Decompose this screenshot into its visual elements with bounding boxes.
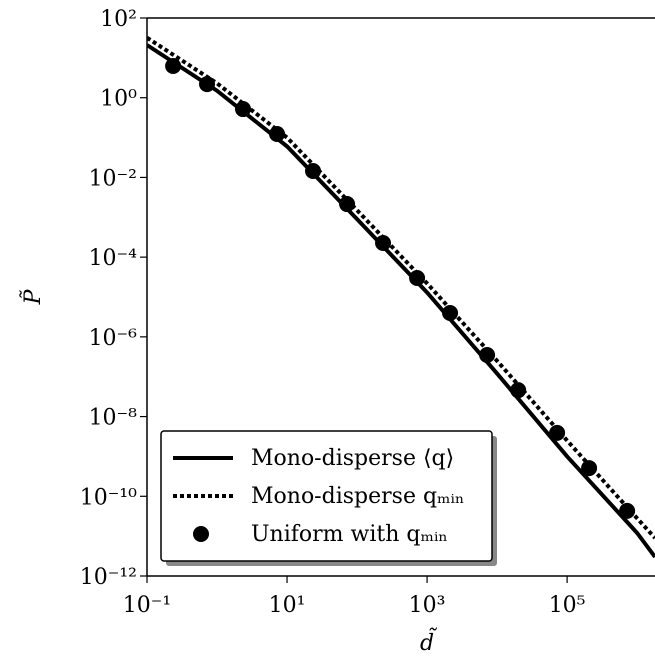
marker	[165, 57, 182, 74]
marker	[442, 304, 459, 321]
legend-label: Uniform with qₘᵢₙ	[251, 522, 448, 547]
legend-box	[160, 430, 493, 562]
line	[147, 36, 655, 540]
marker	[581, 460, 598, 477]
x-tick-label: 10³	[409, 593, 446, 618]
marker	[549, 424, 566, 441]
marker	[375, 235, 392, 252]
y-tick-label: 10⁰	[100, 87, 137, 112]
marker	[199, 76, 216, 93]
marker	[269, 125, 286, 142]
legend-marker	[193, 526, 209, 542]
marker	[234, 101, 251, 118]
marker	[339, 196, 356, 213]
y-tick-label: 10²	[100, 7, 137, 32]
marker	[305, 162, 322, 179]
y-tick-label: 10⁻⁶	[89, 326, 138, 351]
y-axis-label: P̃	[20, 288, 46, 305]
marker	[510, 382, 527, 399]
x-axis-label: d̃	[420, 626, 438, 656]
marker	[409, 269, 426, 286]
marker	[619, 502, 636, 519]
marker	[479, 347, 496, 364]
legend-label: Mono-disperse qₘᵢₙ	[251, 484, 464, 509]
legend-label: Mono-disperse ⟨q⟩	[251, 446, 454, 471]
x-tick-label: 10⁵	[549, 593, 586, 618]
y-tick-label: 10⁻¹⁰	[80, 485, 137, 510]
y-tick-label: 10⁻⁴	[89, 246, 138, 271]
y-tick-label: 10⁻⁸	[89, 406, 138, 431]
x-tick-label: 10¹	[269, 593, 306, 618]
y-tick-label: 10⁻²	[89, 166, 137, 191]
y-tick-label: 10⁻¹²	[80, 565, 137, 590]
x-tick-label: 10⁻¹	[123, 593, 171, 618]
